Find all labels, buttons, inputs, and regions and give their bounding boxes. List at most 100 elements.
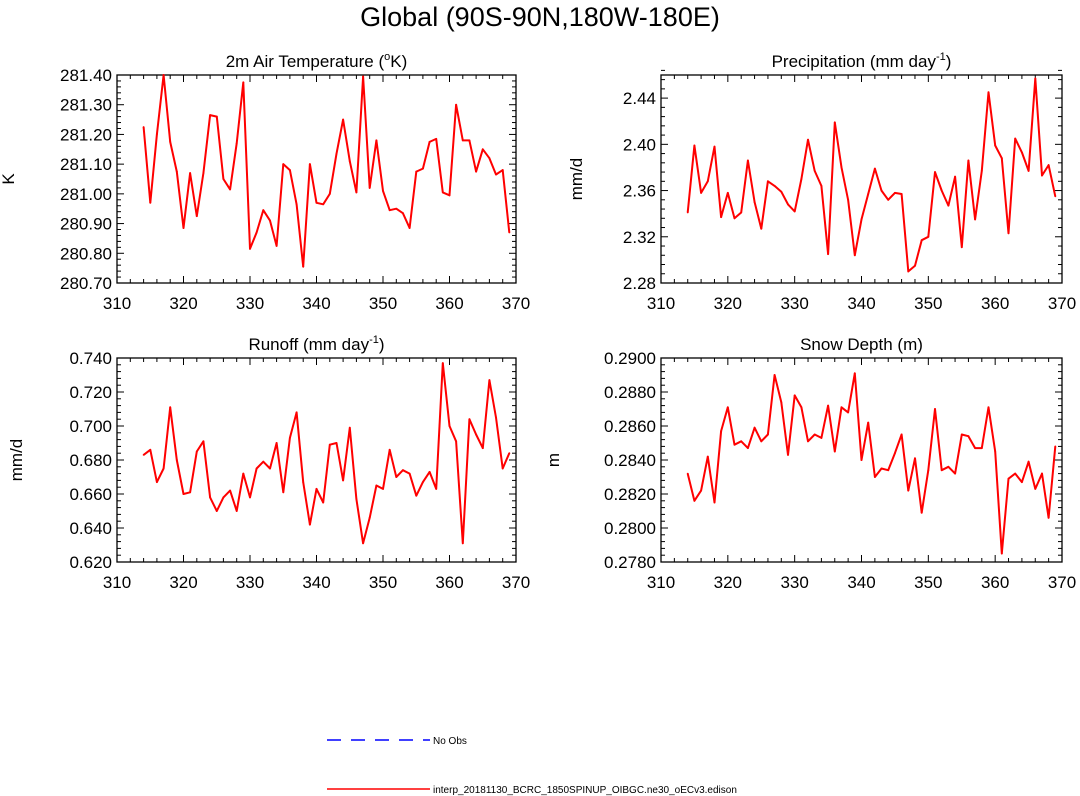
data-point [422, 481, 424, 483]
data-point [907, 270, 910, 273]
data-point [726, 191, 729, 194]
data-point [740, 440, 743, 443]
panel-title-superscript: o [384, 51, 390, 63]
data-point [793, 394, 796, 397]
data-point [746, 159, 749, 162]
data-point [686, 211, 689, 214]
data-point [813, 170, 816, 172]
data-point [222, 178, 225, 180]
y-tick-label: 0.620 [69, 553, 112, 572]
x-tick-label: 340 [847, 573, 875, 592]
data-point [894, 191, 896, 194]
data-point [947, 465, 950, 468]
data-point [501, 169, 504, 171]
data-point [195, 450, 198, 453]
data-point [388, 448, 391, 451]
data-point [793, 210, 796, 213]
y-tick-label: 280.80 [60, 244, 112, 263]
data-point [249, 496, 251, 499]
data-point [1047, 164, 1050, 167]
data-point [395, 207, 398, 210]
data-point [262, 460, 265, 463]
data-point [720, 430, 723, 432]
data-point [1021, 481, 1023, 483]
data-point [954, 175, 956, 178]
data-point [960, 433, 963, 436]
data-point [508, 452, 511, 455]
data-point [867, 193, 870, 195]
data-point [900, 193, 903, 195]
data-point [807, 138, 809, 141]
data-point [773, 185, 776, 187]
data-point [402, 469, 404, 472]
x-tick-label: 360 [435, 573, 463, 592]
data-point [169, 140, 172, 143]
data-point [853, 372, 856, 375]
data-point [920, 511, 923, 514]
data-point [242, 81, 245, 84]
data-point [448, 194, 451, 197]
data-point [215, 115, 218, 118]
data-point [461, 139, 464, 142]
data-point [867, 421, 870, 424]
data-point [720, 216, 723, 219]
data-point [355, 498, 358, 500]
data-point [927, 235, 930, 238]
y-tick-label: 0.2880 [604, 383, 656, 402]
data-point [927, 469, 930, 472]
data-point [488, 157, 491, 160]
data-point [441, 191, 444, 194]
data-point [987, 91, 990, 94]
data-point [422, 167, 424, 170]
data-point [335, 152, 338, 155]
data-point [873, 476, 876, 478]
y-tick-label: 281.10 [60, 155, 112, 174]
data-point [934, 171, 936, 173]
data-point [169, 406, 172, 409]
y-axis-label: m [544, 453, 563, 467]
data-point [713, 145, 716, 148]
legend-obs-label: No Obs [433, 736, 467, 747]
data-point [780, 190, 783, 193]
data-point [833, 121, 836, 124]
data-point [362, 75, 364, 78]
panel-1: 2m Air Temperature (oK) K 310 320 330 340 350 3… [0, 51, 530, 313]
data-point [269, 219, 271, 222]
data-point [887, 469, 890, 472]
panel-title-suffix: ) [946, 52, 952, 71]
data-point [335, 442, 338, 444]
series-line [142, 74, 511, 268]
x-tick-label: 360 [981, 573, 1009, 592]
data-point [149, 201, 152, 204]
data-point [740, 211, 743, 214]
data-point [1054, 195, 1057, 198]
data-point [315, 201, 318, 204]
data-point [934, 408, 936, 410]
y-tick-label: 0.2840 [604, 451, 656, 470]
data-point [1014, 137, 1017, 140]
x-tick-label: 310 [647, 573, 675, 592]
data-point [820, 185, 823, 187]
data-point [813, 433, 816, 436]
y-tick-label: 0.660 [69, 485, 112, 504]
data-point [1041, 472, 1043, 475]
data-point [974, 447, 977, 449]
data-point [229, 489, 231, 492]
data-point [1007, 477, 1010, 480]
data-point [475, 170, 477, 173]
data-point [348, 426, 351, 429]
y-tick-label: 2.40 [623, 135, 656, 154]
data-point [308, 523, 311, 526]
data-point [967, 435, 970, 438]
data-point [1007, 232, 1010, 235]
data-point [920, 239, 923, 242]
data-point [275, 442, 278, 444]
data-point [189, 172, 192, 174]
y-tick-label: 0.2820 [604, 485, 656, 504]
y-tick-label: 2.28 [623, 274, 656, 293]
data-point [302, 481, 305, 483]
x-tick-label: 320 [169, 573, 197, 592]
data-point [947, 204, 950, 207]
